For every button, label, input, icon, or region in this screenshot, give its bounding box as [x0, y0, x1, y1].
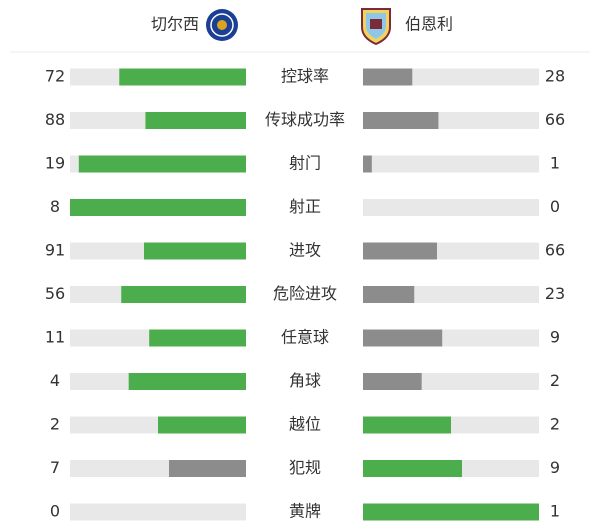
- home-bar: [169, 460, 246, 477]
- home-value: 8: [50, 197, 60, 216]
- home-value: 19: [45, 154, 65, 173]
- away-value: 1: [550, 154, 560, 173]
- away-team-logo: [361, 8, 391, 46]
- home-bar: [145, 112, 246, 129]
- away-value: 9: [550, 458, 560, 477]
- home-value: 72: [45, 67, 65, 86]
- away-value: 28: [545, 67, 565, 86]
- stat-label: 角球: [289, 371, 321, 390]
- away-bar: [363, 416, 451, 434]
- home-bar: [143, 242, 246, 260]
- away-value: 0: [550, 197, 560, 216]
- away-value: 9: [550, 328, 560, 347]
- home-value: 0: [50, 502, 60, 521]
- home-value: 7: [50, 458, 60, 477]
- away-value: 66: [545, 110, 565, 129]
- away-value: 66: [545, 241, 565, 260]
- away-bar: [363, 503, 539, 521]
- stat-label: 射正: [289, 197, 321, 216]
- away-bar: [363, 68, 413, 86]
- home-value: 11: [45, 328, 65, 347]
- home-track: [70, 503, 246, 521]
- away-bar: [363, 329, 443, 347]
- away-team-name: 伯恩利: [405, 15, 453, 34]
- home-team-logo: [206, 9, 238, 41]
- home-bar: [121, 286, 246, 303]
- away-bar: [363, 286, 415, 303]
- away-value: 2: [550, 415, 560, 434]
- stat-label: 任意球: [281, 328, 329, 347]
- away-bar: [363, 373, 422, 390]
- away-bar: [363, 112, 439, 129]
- stat-label: 传球成功率: [265, 110, 345, 129]
- home-bar: [119, 68, 246, 86]
- away-track: [363, 199, 539, 216]
- home-bar: [70, 199, 246, 216]
- home-value: 2: [50, 415, 60, 434]
- away-value: 1: [550, 502, 560, 521]
- away-track: [363, 155, 539, 173]
- away-value: 2: [550, 371, 560, 390]
- stat-label: 控球率: [281, 67, 329, 86]
- stat-label: 犯规: [289, 458, 321, 477]
- away-bar: [363, 242, 437, 260]
- stat-label: 射门: [289, 154, 321, 173]
- home-value: 91: [45, 241, 65, 260]
- away-value: 23: [545, 284, 565, 303]
- home-bar: [78, 155, 246, 173]
- away-bar: [363, 155, 372, 173]
- home-bar: [128, 373, 246, 390]
- stat-label: 越位: [289, 415, 321, 434]
- home-value: 4: [50, 371, 60, 390]
- stat-label: 危险进攻: [273, 284, 337, 303]
- home-team-name: 切尔西: [151, 15, 199, 34]
- away-bar: [363, 460, 462, 477]
- home-value: 88: [45, 110, 65, 129]
- stat-label: 黄牌: [289, 502, 321, 521]
- stat-label: 进攻: [289, 241, 321, 260]
- home-bar: [158, 416, 246, 434]
- home-value: 56: [45, 284, 65, 303]
- home-bar: [149, 329, 246, 347]
